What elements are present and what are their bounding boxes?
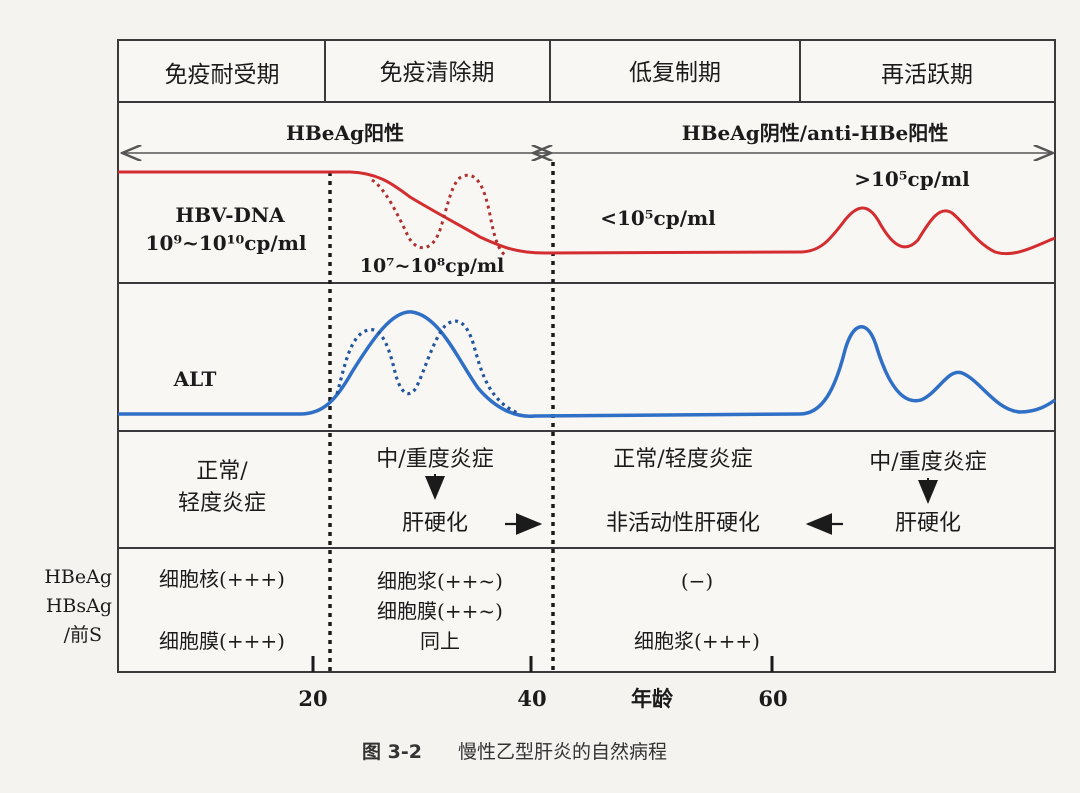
hbv-low-level-label: <10⁵cp/ml	[600, 206, 716, 230]
pathology-c1-line1: 正常/	[196, 459, 248, 484]
alt-label: ALT	[173, 367, 217, 391]
antigen-c3-row1: (−)	[681, 569, 713, 593]
hbv-dna-range-label: 10⁹~10¹⁰cp/ml	[146, 231, 307, 255]
hbv-dna-label: HBV-DNA	[175, 203, 285, 227]
pathology-c3-bottom: 非活动性肝硬化	[606, 511, 760, 536]
pathology-c1-line2: 轻度炎症	[178, 491, 266, 516]
phase-label-immune-clearance: 免疫清除期	[380, 60, 495, 86]
phase-label-reactivation: 再活跃期	[881, 62, 973, 88]
alt-fluctuation-dotted	[335, 319, 521, 416]
axis-tick-label-20: 20	[298, 686, 327, 711]
axis-label-age: 年龄	[631, 686, 674, 711]
hbv-dna-curve	[118, 170, 1056, 256]
side-label-hbsag: HBsAg	[46, 595, 112, 617]
antigen-c2-row2: 细胞膜(++~)	[377, 599, 503, 623]
alt-curve	[118, 310, 1057, 418]
hbeag-negative-label: HBeAg阴性/anti-HBe阳性	[682, 121, 949, 145]
antigen-c3-row2: 细胞浆(+++)	[634, 629, 760, 653]
hbv-clearance-range-label: 10⁷~10⁸cp/ml	[360, 255, 505, 277]
phase-label-low-replication: 低复制期	[629, 60, 721, 86]
caption-number: 图 3-2	[362, 741, 422, 763]
antigen-c2-row1: 细胞浆(++~)	[377, 569, 503, 593]
antigen-c1-row1: 细胞核(+++)	[159, 567, 285, 591]
hbeag-positive-label: HBeAg阳性	[286, 121, 404, 145]
pathology-c2-bottom: 肝硬化	[402, 511, 468, 536]
pathology-c2-top: 中/重度炎症	[376, 447, 493, 472]
side-label-pre-s: /前S	[64, 624, 102, 646]
pathology-c3-top: 正常/轻度炎症	[613, 447, 752, 472]
phase-label-immune-tolerant: 免疫耐受期	[165, 62, 280, 88]
axis-tick-label-40: 40	[517, 686, 546, 711]
hbv-high-level-label: >10⁵cp/ml	[854, 167, 970, 191]
pathology-c4-top: 中/重度炎症	[869, 450, 986, 475]
antigen-c1-row2: 细胞膜(+++)	[159, 629, 285, 653]
side-label-hbeag: HBeAg	[44, 566, 112, 588]
axis-tick-label-60: 60	[758, 686, 787, 711]
caption-text: 慢性乙型肝炎的自然病程	[458, 741, 667, 763]
antigen-c2-row3: 同上	[420, 629, 460, 653]
pathology-c4-bottom: 肝硬化	[895, 511, 961, 536]
